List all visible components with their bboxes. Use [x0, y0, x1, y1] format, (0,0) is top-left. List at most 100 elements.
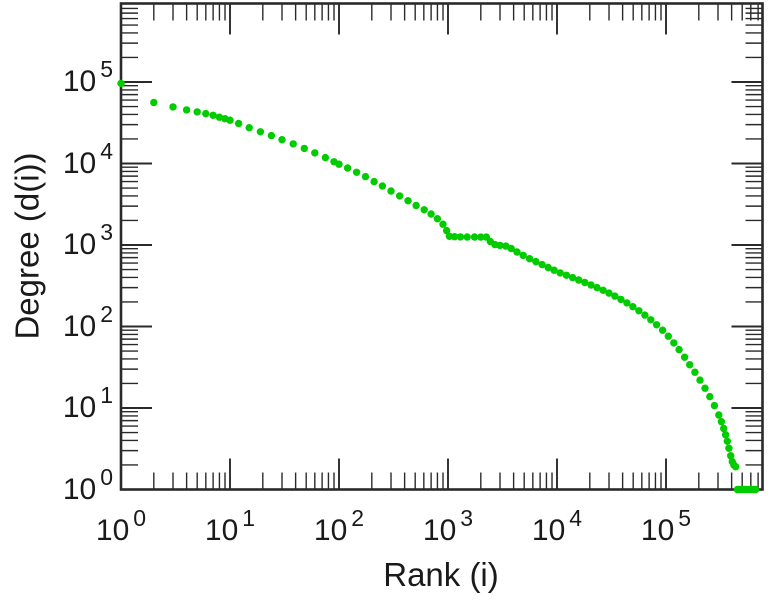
data-point: [725, 444, 733, 452]
data-point: [701, 384, 709, 392]
data-point: [496, 241, 504, 250]
data-point: [556, 269, 564, 277]
data-point: [652, 321, 661, 329]
x-tick-label: 10 3: [422, 505, 474, 547]
y-tick-label: 10 5: [62, 56, 113, 98]
data-point: [150, 98, 158, 107]
data-point: [532, 257, 540, 266]
data-point: [420, 206, 428, 214]
data-point: [593, 283, 601, 292]
x-tick-label: 10 4: [531, 505, 583, 547]
data-point: [696, 376, 704, 384]
data-point: [605, 289, 613, 297]
data-point: [117, 79, 125, 88]
data-point: [370, 177, 378, 186]
data-point: [427, 210, 435, 218]
data-point: [245, 124, 253, 132]
data-point: [234, 119, 243, 128]
data-point: [717, 418, 726, 426]
x-tick-label: 10 2: [313, 505, 365, 547]
data-point: [352, 168, 361, 176]
data-point: [442, 226, 451, 235]
data-point: [723, 437, 731, 445]
data-point: [575, 276, 583, 284]
x-axis-title: Rank (i): [383, 556, 499, 593]
data-point: [470, 233, 479, 241]
data-point: [433, 215, 442, 223]
data-point: [664, 332, 672, 340]
data-point: [193, 108, 201, 116]
data-point: [721, 431, 730, 439]
data-point: [267, 131, 276, 140]
y-tick-label: 10 1: [62, 382, 113, 424]
data-point: [706, 392, 714, 401]
y-tick-label: 10 3: [62, 219, 113, 261]
data-point: [599, 286, 607, 294]
data-point: [658, 326, 667, 334]
data-point: [226, 116, 234, 124]
data-point: [439, 220, 447, 228]
data-point: [635, 307, 643, 315]
data-point: [311, 149, 319, 157]
data-point: [581, 278, 589, 287]
data-point: [404, 197, 412, 205]
data-point: [710, 401, 719, 410]
data-point: [507, 244, 515, 253]
data-point: [519, 251, 527, 260]
data-point: [680, 353, 689, 361]
data-point: [686, 361, 694, 369]
data-point: [450, 233, 459, 241]
data-point: [215, 113, 224, 121]
data-point: [691, 368, 699, 376]
data-point: [202, 109, 210, 118]
plot-border: [119, 2, 764, 491]
data-point: [623, 299, 631, 307]
x-tick-label: 10 1: [204, 505, 256, 547]
data-point: [647, 316, 655, 324]
data-point: [378, 182, 387, 190]
x-tick-label: 10 0: [95, 505, 147, 547]
data-point: [343, 164, 352, 172]
data-point: [727, 452, 735, 460]
y-tick-label: 10 4: [62, 137, 113, 180]
data-point: [550, 266, 558, 274]
data-point: [715, 411, 723, 419]
data-point: [169, 103, 177, 111]
data-point: [182, 106, 191, 114]
data-point: [675, 345, 683, 354]
y-axis-title: Degree (d(i)): [8, 152, 46, 340]
data-point: [456, 233, 465, 241]
data-point: [670, 339, 678, 347]
data-point: [335, 160, 343, 168]
data-point: [395, 192, 404, 200]
y-tick-label: 10 0: [62, 463, 113, 506]
data-point: [538, 260, 546, 269]
y-tick-label: 10 2: [62, 300, 113, 343]
data-point: [568, 273, 577, 282]
data-point: [300, 144, 308, 153]
data-point: [321, 153, 330, 162]
data-point: [751, 485, 760, 494]
data-point: [477, 233, 485, 241]
data-point: [720, 424, 728, 433]
data-point: [289, 140, 297, 148]
data-point: [732, 463, 740, 471]
data-point: [463, 233, 471, 241]
data-point: [256, 128, 265, 136]
data-point: [525, 255, 534, 263]
data-point: [611, 292, 619, 300]
data-point: [278, 136, 286, 144]
data-point: [412, 201, 420, 210]
data-point: [513, 248, 521, 256]
data-point: [361, 172, 370, 181]
data-point: [629, 303, 637, 311]
data-point: [209, 111, 217, 120]
data-point: [641, 311, 649, 319]
data-point: [587, 281, 595, 289]
data-point: [387, 187, 395, 195]
x-tick-label: 10 5: [640, 505, 692, 547]
data-point: [562, 271, 571, 279]
data-points: [117, 79, 760, 494]
